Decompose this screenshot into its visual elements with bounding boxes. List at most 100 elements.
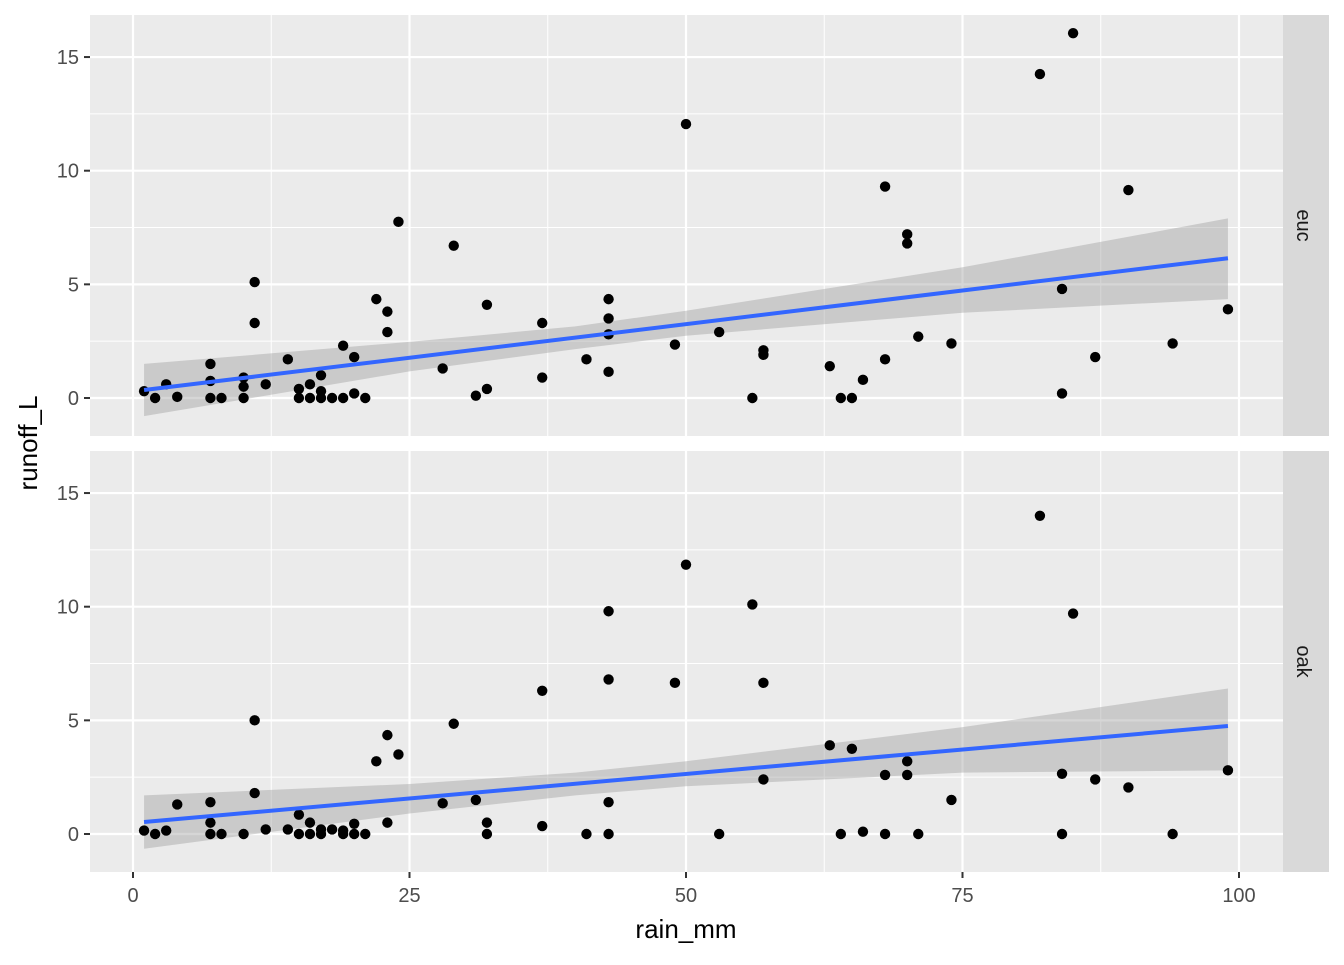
fit-line [143,256,1229,393]
data-point [902,238,913,249]
data-point [260,379,271,390]
data-point [360,392,371,404]
data-point [537,685,548,697]
data-point [371,293,382,305]
y-tick-label: 5 [68,274,79,296]
data-point [360,828,371,840]
data-point [160,825,172,836]
data-point [879,769,891,781]
data-point [205,358,216,370]
x-tick-label: 75 [951,885,973,907]
x-tick-label: 50 [675,885,697,907]
data-point [1056,768,1068,779]
data-point [1222,304,1234,315]
data-point [537,820,548,832]
data-point [349,828,360,840]
data-point [304,817,316,828]
data-point [205,796,216,808]
data-point [902,769,913,781]
data-point [946,338,957,349]
data-point [747,392,758,404]
data-point [205,828,216,840]
data-point [603,313,614,324]
data-point [481,383,493,395]
y-tick-label: 10 [57,161,79,183]
data-point [1056,388,1068,399]
data-point [835,392,847,404]
data-point [1067,608,1079,619]
x-tick-label: 100 [1222,885,1255,907]
data-point [249,715,260,726]
confidence-ribbon [144,218,1228,417]
data-point [879,828,891,840]
data-point [448,718,459,729]
data-point [747,599,758,610]
data-point [1167,338,1178,349]
data-point [149,392,161,404]
data-point [680,559,692,570]
data-point [437,798,448,809]
data-point [172,799,183,810]
data-point [1067,27,1079,39]
facet-strip-label: oak [1292,645,1314,678]
data-point [1090,774,1101,785]
data-point [282,824,294,835]
data-point [603,606,614,617]
data-point [315,370,327,381]
y-tick-label: 5 [68,710,79,732]
data-point [603,674,614,685]
data-point [293,392,305,404]
data-point [1167,828,1178,840]
data-point [1123,782,1134,793]
data-point [349,351,360,363]
data-point [846,743,858,754]
data-point [913,828,924,840]
y-tick-label: 15 [57,483,79,505]
data-point [1034,68,1046,80]
x-tick-label: 0 [127,885,138,907]
data-point [238,392,249,404]
data-point [205,392,216,404]
data-point [293,383,305,395]
data-point [902,229,913,240]
data-point [304,379,316,390]
data-point [603,828,614,840]
x-tick-label: 25 [398,885,420,907]
data-point [946,794,957,806]
data-point [758,677,769,689]
data-point [216,828,227,840]
data-point [879,181,891,192]
data-point [1123,184,1134,196]
data-point [470,794,482,806]
data-point [713,828,725,840]
data-point [1034,510,1046,521]
data-point [1090,351,1101,363]
data-point [382,817,393,828]
data-point [824,740,835,751]
data-point [669,339,681,350]
data-point [238,381,249,392]
data-point [603,293,614,305]
data-point [669,677,681,689]
data-point [713,326,725,338]
data-point [437,363,448,374]
data-point [326,392,338,404]
data-point [304,392,316,404]
data-point [1056,828,1068,840]
data-point [349,388,360,399]
data-point [172,391,183,403]
data-point [581,354,592,365]
data-point [326,824,338,835]
data-point [1222,765,1234,776]
data-point [448,240,459,251]
data-point [205,817,216,828]
data-point [902,756,913,767]
data-point [879,354,891,365]
data-point [603,796,614,808]
data-point [138,825,150,836]
data-point [581,828,592,840]
data-point [238,828,249,840]
data-point [149,828,161,840]
data-point [293,828,305,840]
